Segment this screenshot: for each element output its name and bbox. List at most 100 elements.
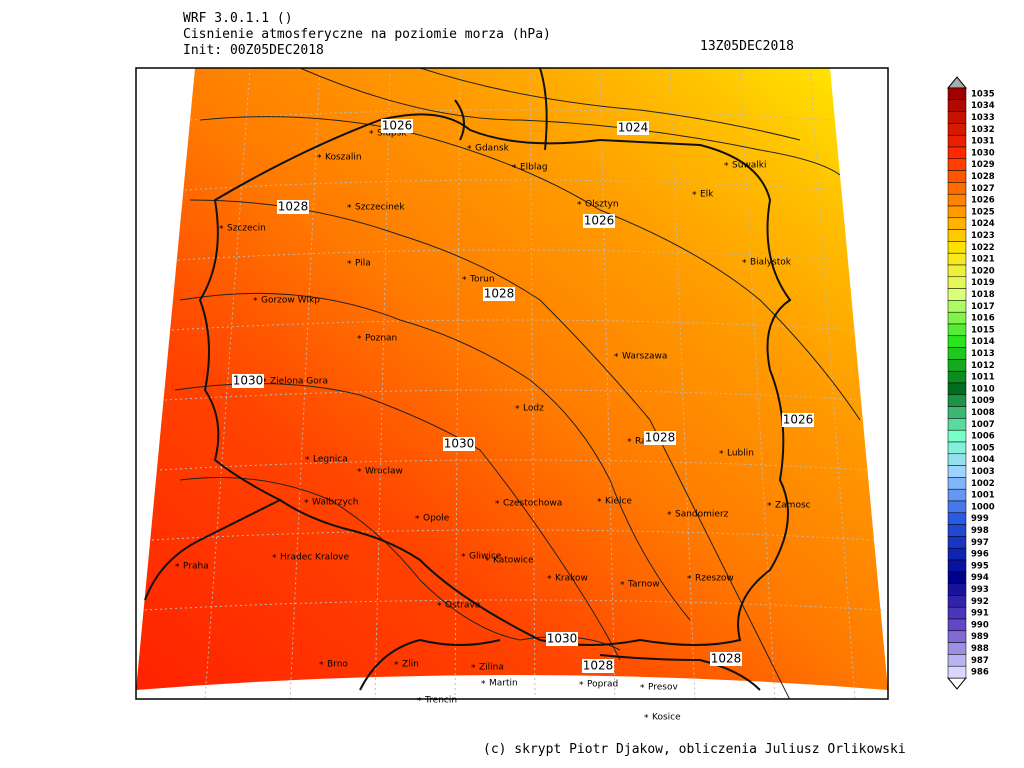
colorbar-label: 995 bbox=[971, 561, 989, 571]
city-name: Trencin bbox=[424, 696, 457, 706]
colorbar-label: 1026 bbox=[971, 196, 995, 206]
colorbar-cell bbox=[947, 276, 967, 289]
city-marker: * bbox=[253, 297, 258, 307]
city-name: Warszawa bbox=[622, 352, 667, 362]
colorbar-cell bbox=[947, 87, 967, 101]
colorbar-label: 989 bbox=[971, 632, 989, 642]
colorbar-label: 1014 bbox=[971, 337, 995, 347]
colorbar-cell bbox=[947, 182, 967, 195]
colorbar-cell bbox=[947, 477, 967, 490]
city-marker: * bbox=[357, 335, 362, 345]
city-name: Walbrzych bbox=[312, 498, 358, 508]
colorbar-cell bbox=[947, 134, 967, 148]
city-marker: * bbox=[347, 204, 352, 214]
isobar-label-bg bbox=[583, 214, 615, 228]
city-marker: * bbox=[357, 468, 362, 478]
colorbar-cell bbox=[947, 323, 967, 337]
isobar-label: 1026 bbox=[783, 413, 814, 427]
city-marker: * bbox=[462, 276, 467, 286]
city-name: Zilina bbox=[479, 663, 504, 673]
colorbar-label: 1033 bbox=[971, 113, 995, 123]
colorbar-cell bbox=[947, 99, 967, 112]
city-marker: * bbox=[614, 353, 619, 363]
city-name: Szczecinek bbox=[355, 203, 405, 213]
city-marker: * bbox=[515, 405, 520, 415]
isobar-label-bg bbox=[546, 632, 578, 646]
isobar-label-bg bbox=[710, 652, 742, 666]
city-marker: * bbox=[467, 145, 472, 155]
colorbar-label: 1031 bbox=[971, 137, 995, 147]
colorbar-label: 1018 bbox=[971, 290, 995, 300]
colorbar-cell bbox=[947, 453, 967, 466]
colorbar-label: 1017 bbox=[971, 302, 995, 312]
city-marker: * bbox=[417, 697, 422, 707]
city-marker: * bbox=[437, 602, 442, 612]
city-marker: * bbox=[640, 684, 645, 694]
colorbar-label: 1007 bbox=[971, 420, 995, 430]
colorbar-label: 990 bbox=[971, 620, 989, 630]
isobar-label: 1030 bbox=[233, 374, 264, 388]
isobar-label: 1028 bbox=[583, 659, 614, 673]
city-name: Wroclaw bbox=[365, 467, 403, 477]
city-name: Zielona Gora bbox=[270, 377, 328, 387]
city-name: Hradec Kralove bbox=[280, 553, 349, 563]
colorbar-label: 996 bbox=[971, 550, 989, 560]
colorbar-cell bbox=[947, 311, 967, 325]
colorbar-label: 1025 bbox=[971, 207, 995, 217]
city-name: Lodz bbox=[523, 404, 544, 414]
credits: (c) skrypt Piotr Djakow, obliczenia Juli… bbox=[483, 742, 906, 757]
graticule bbox=[144, 68, 883, 699]
city-name: Elk bbox=[700, 190, 714, 200]
colorbar-cell bbox=[947, 359, 967, 372]
colorbar-label: 1010 bbox=[971, 384, 995, 394]
city-marker: * bbox=[317, 154, 322, 164]
colorbar-label: 1013 bbox=[971, 349, 995, 359]
city-name: Poprad bbox=[587, 680, 618, 690]
colorbar-cell bbox=[947, 111, 967, 124]
city-marker: * bbox=[415, 515, 420, 525]
colorbar-cell bbox=[947, 264, 967, 278]
colorbar-cell bbox=[947, 146, 967, 160]
city-name: Sandomierz bbox=[675, 510, 729, 520]
city-marker: * bbox=[319, 661, 324, 671]
city-name: Legnica bbox=[313, 455, 348, 465]
colorbar-label: 998 bbox=[971, 526, 989, 536]
city-name: Kielce bbox=[605, 497, 632, 507]
city-name: Zamosc bbox=[775, 501, 811, 511]
colorbar-cell bbox=[947, 583, 967, 596]
isobar-label: 1026 bbox=[382, 119, 413, 133]
city-name: Katowice bbox=[493, 556, 534, 566]
isobar-label-bg bbox=[617, 121, 649, 135]
city-marker: * bbox=[644, 714, 649, 724]
colorbar-cell bbox=[947, 347, 967, 360]
isobar-label: 1024 bbox=[618, 121, 649, 135]
colorbar-label: 1000 bbox=[971, 502, 995, 512]
colorbar-label: 986 bbox=[971, 668, 989, 678]
city-labels: * Slupsk* Gdansk* Koszalin* Elblag* Olsztyn* S… bbox=[175, 129, 811, 724]
colorbar-cell bbox=[947, 429, 967, 443]
city-name: Praha bbox=[183, 562, 209, 572]
colorbar-cell bbox=[947, 252, 967, 266]
city-name: Bialystok bbox=[750, 258, 792, 268]
valid-time: 13Z05DEC2018 bbox=[700, 39, 794, 54]
isobar-label: 1028 bbox=[484, 287, 515, 301]
city-marker: * bbox=[495, 500, 500, 510]
city-marker: * bbox=[627, 438, 632, 448]
colorbar-label: 1004 bbox=[971, 455, 995, 465]
city-name: Rzeszow bbox=[695, 574, 734, 584]
colorbar-cell bbox=[947, 618, 967, 632]
city-marker: * bbox=[620, 581, 625, 591]
city-name: Kosice bbox=[652, 713, 681, 723]
colorbar-cell bbox=[947, 123, 967, 136]
colorbar-label: 1009 bbox=[971, 396, 995, 406]
city-marker: * bbox=[304, 499, 309, 509]
isobar-labels: 1026 1024 1028 1026 1028 1030 1030 1028 1026 1030… bbox=[232, 119, 814, 673]
colorbar-cell bbox=[947, 418, 967, 431]
city-marker: * bbox=[369, 130, 374, 140]
isobar-label-bg bbox=[644, 431, 676, 445]
colorbar-label: 1008 bbox=[971, 408, 995, 418]
city-marker: * bbox=[719, 450, 724, 460]
city-name: Tarnow bbox=[627, 580, 660, 590]
city-marker: * bbox=[272, 554, 277, 564]
